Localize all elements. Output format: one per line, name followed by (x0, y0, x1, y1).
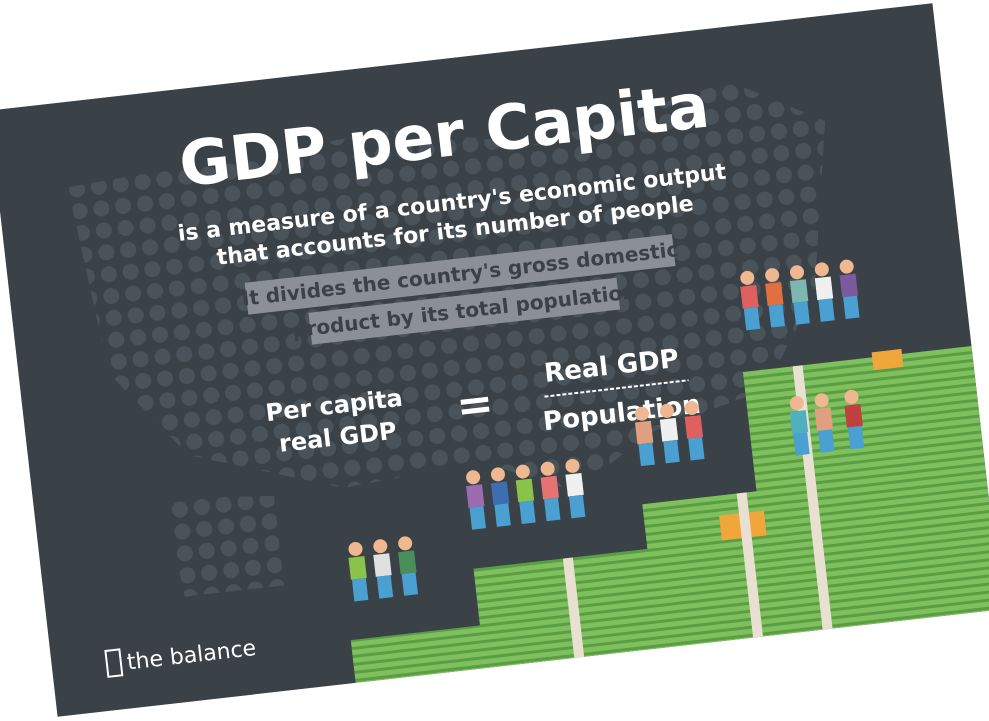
money-band (562, 557, 585, 658)
highlight-box (308, 277, 621, 345)
person (515, 464, 536, 525)
person (789, 265, 810, 325)
card: GDP per Capita is a measure of a country… (0, 3, 989, 717)
person (740, 270, 761, 331)
formula-equals: = (454, 378, 496, 433)
person (398, 536, 419, 596)
person (814, 393, 835, 453)
people (348, 259, 865, 602)
map-alaska (163, 495, 285, 597)
person (684, 401, 705, 461)
person (839, 259, 860, 320)
person (814, 262, 835, 322)
person (565, 458, 586, 519)
coin-stack (871, 348, 904, 371)
person (348, 542, 369, 602)
person (634, 406, 655, 467)
fraction-bar (544, 379, 689, 398)
person (659, 403, 680, 464)
person (466, 470, 486, 530)
money-band (736, 492, 764, 638)
person (540, 461, 561, 522)
person (765, 268, 786, 328)
person (844, 389, 865, 450)
person (789, 396, 810, 456)
person (490, 467, 511, 527)
money-stack (742, 345, 989, 636)
person (373, 539, 394, 599)
highlight-box (244, 234, 676, 315)
